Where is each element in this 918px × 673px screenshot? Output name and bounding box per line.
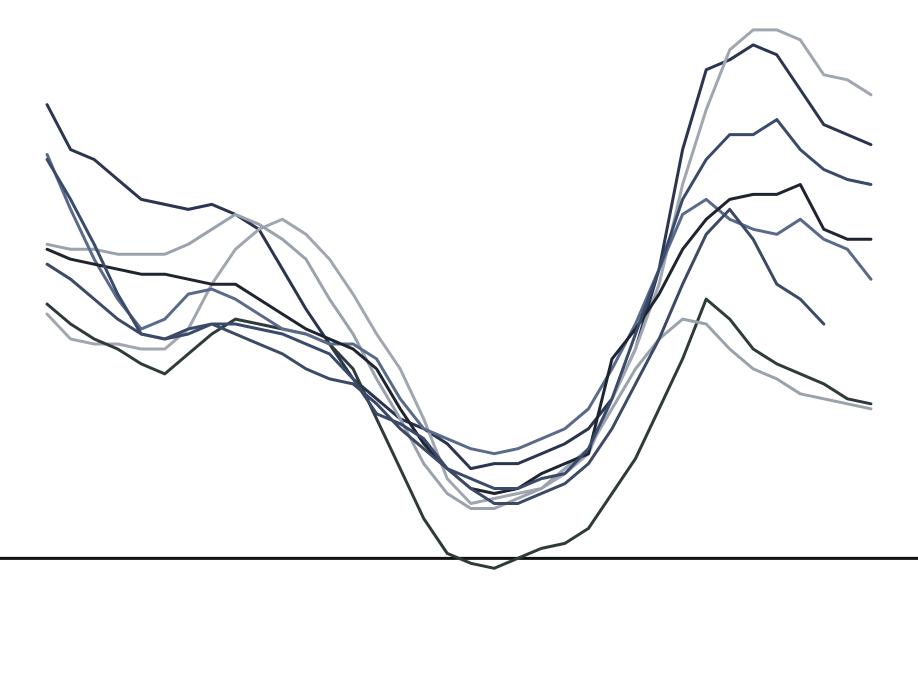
series-line xyxy=(45,207,826,505)
series-line xyxy=(45,28,873,505)
series-line xyxy=(45,297,873,570)
series-line xyxy=(45,43,873,471)
series-line xyxy=(45,153,873,456)
series-line xyxy=(45,118,873,490)
series-line xyxy=(45,212,873,510)
